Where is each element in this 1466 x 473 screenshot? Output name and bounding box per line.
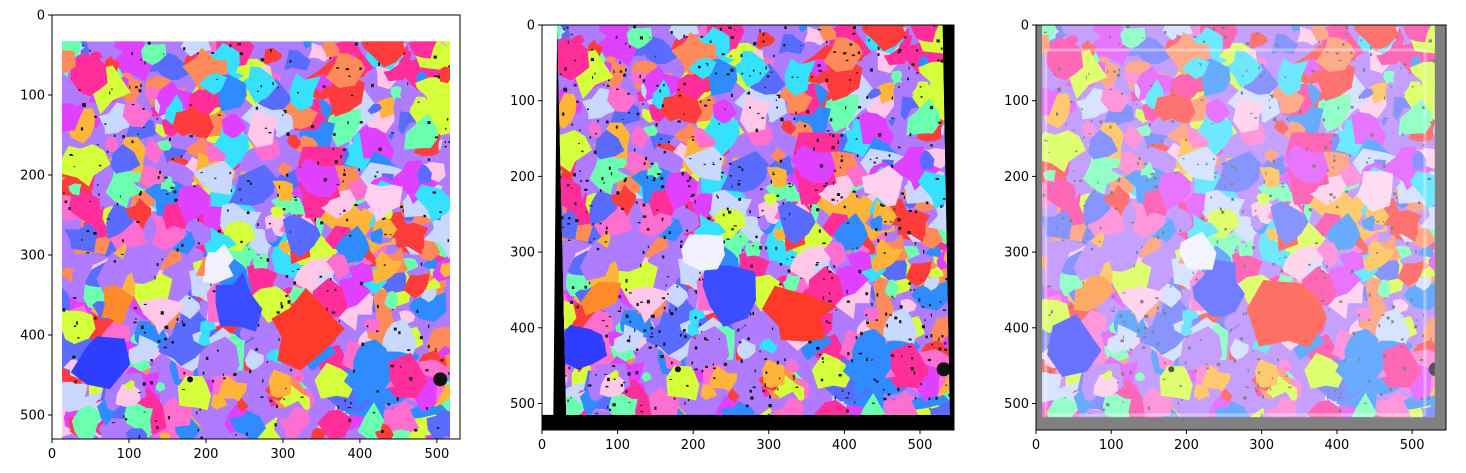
white-wedge	[542, 25, 558, 415]
axes-frame	[541, 24, 955, 431]
y-tick-label: 100	[1004, 94, 1029, 109]
grain-texture	[557, 25, 951, 415]
x-tick-label: 200	[194, 447, 219, 462]
y-tick-label: 500	[20, 409, 45, 424]
y-tick-label: 0	[37, 9, 45, 24]
x-tick-label: 100	[117, 447, 142, 462]
image-area	[1036, 25, 1446, 430]
x-tick-label: 100	[605, 438, 630, 453]
axes-frame	[1035, 24, 1447, 431]
y-tick-label: 500	[510, 397, 535, 412]
y-tick-label: 500	[1004, 397, 1029, 412]
grain-texture	[1042, 25, 1435, 418]
y-tick-label: 100	[510, 94, 535, 109]
axes-frame	[51, 14, 461, 440]
panel-reference-map: 0 100 200 300 400 500 0 100 200 300 400 500	[20, 9, 461, 462]
y-tick-label: 0	[1021, 19, 1029, 34]
x-tick-label: 500	[424, 447, 449, 462]
x-tick-label: 200	[1174, 438, 1199, 453]
x-tick-label: 200	[681, 438, 706, 453]
overlay-wash	[1042, 25, 1435, 418]
x-tick-label: 400	[832, 438, 857, 453]
x-tick-label: 300	[756, 438, 781, 453]
x-tick-label: 500	[1400, 438, 1425, 453]
x-tick-label: 100	[1099, 438, 1124, 453]
y-tick-label: 300	[1004, 246, 1029, 261]
y-tick-label: 400	[510, 321, 535, 336]
y-tick-label: 300	[20, 249, 45, 264]
panel-warped-map: 0 100 200 300 400 500 0 100 200 300 400 500	[510, 19, 955, 453]
x-tick-label: 400	[1325, 438, 1350, 453]
y-tick-label: 200	[1004, 170, 1029, 185]
image-area	[52, 15, 460, 440]
x-tick-label: 400	[348, 447, 373, 462]
x-tick-label: 300	[1249, 438, 1274, 453]
x-tick-label: 0	[48, 447, 56, 462]
y-tick-label: 200	[20, 169, 45, 184]
panel-overlay-map: 0 100 200 300 400 500 0 100 200 300 400 500	[1004, 19, 1447, 453]
y-tick-label: 400	[20, 329, 45, 344]
x-tick-label: 500	[908, 438, 933, 453]
grain-texture	[62, 41, 450, 440]
x-tick-label: 0	[1032, 438, 1040, 453]
x-tick-label: 0	[538, 438, 546, 453]
y-tick-label: 0	[527, 19, 535, 34]
image-area	[542, 25, 954, 430]
y-tick-label: 300	[510, 246, 535, 261]
y-tick-label: 200	[510, 170, 535, 185]
y-tick-label: 100	[20, 89, 45, 104]
y-tick-label: 400	[1004, 321, 1029, 336]
x-tick-label: 300	[271, 447, 296, 462]
